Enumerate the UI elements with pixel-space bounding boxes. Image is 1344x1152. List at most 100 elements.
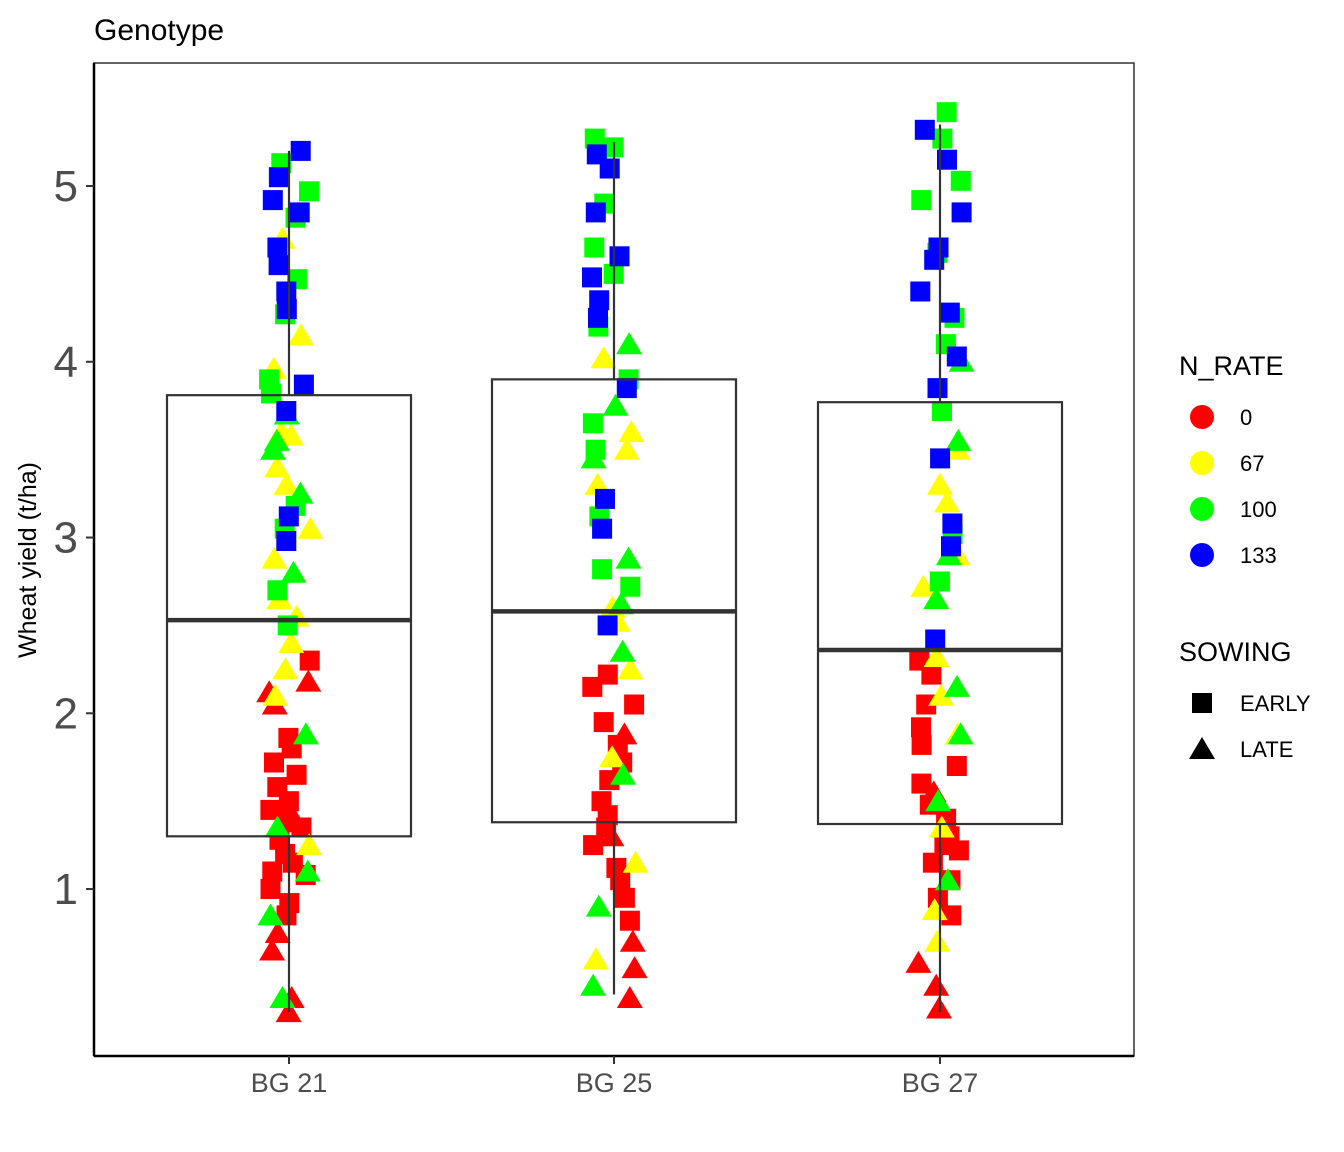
data-point-early	[927, 378, 948, 399]
data-point-late	[288, 323, 314, 346]
data-point-early	[290, 140, 311, 161]
data-point-early	[911, 773, 932, 794]
data-point-early	[950, 170, 971, 191]
data-point-late	[264, 921, 291, 943]
data-point-late	[910, 574, 937, 597]
boxes-layer	[165, 124, 1064, 1013]
legend-sowing: SOWING EARLY LATE	[1179, 637, 1311, 762]
data-point-early	[936, 102, 957, 123]
data-point-late	[272, 657, 299, 680]
data-point-late	[610, 762, 637, 785]
data-point-early	[276, 281, 297, 302]
data-point-late	[294, 859, 321, 882]
y-axis-label: Wheat yield (t/ha)	[14, 462, 42, 658]
legend-label-early: EARLY	[1240, 691, 1311, 716]
x-tick-label: BG 27	[902, 1068, 979, 1098]
data-point-late	[947, 722, 974, 745]
data-point-early	[267, 580, 288, 601]
legend-label-133: 133	[1240, 543, 1277, 568]
data-point-late	[944, 674, 970, 697]
data-point-late	[280, 560, 307, 583]
data-point-late	[599, 745, 626, 768]
legend-swatch-67	[1190, 451, 1214, 475]
data-point-late	[580, 973, 607, 996]
data-point-early	[609, 246, 630, 267]
box-body	[490, 378, 738, 824]
data-point-early	[585, 439, 606, 460]
data-point-late	[621, 956, 648, 979]
data-point-early	[589, 290, 610, 311]
data-point-early	[614, 887, 635, 908]
legend-shape-triangle	[1189, 737, 1215, 759]
legend-n-rate: N_RATE 0 67 100 133	[1179, 351, 1284, 568]
data-point-early	[582, 267, 602, 288]
data-point-early	[299, 181, 319, 202]
data-point-late	[264, 455, 291, 478]
data-point-early	[619, 910, 640, 931]
data-point-early	[911, 734, 932, 755]
data-point-early	[620, 576, 641, 597]
data-point-late	[608, 592, 635, 615]
legend-shape-square	[1192, 693, 1212, 713]
data-point-early	[911, 190, 932, 211]
data-point-early	[278, 506, 299, 527]
data-point-early	[941, 536, 961, 557]
data-point-early	[276, 401, 297, 421]
data-point-early	[932, 401, 952, 421]
x-ticks: BG 21 BG 25 BG 27	[251, 1056, 979, 1098]
data-point-early	[585, 202, 606, 223]
x-tick-label: BG 25	[576, 1068, 653, 1098]
data-point-early	[932, 128, 953, 149]
data-point-early	[624, 694, 645, 715]
data-point-early	[916, 694, 937, 715]
box-body	[165, 394, 413, 838]
data-point-early	[584, 128, 605, 149]
data-point-early	[276, 299, 297, 320]
data-point-early	[278, 727, 299, 748]
legend-sowing-title: SOWING	[1179, 637, 1292, 667]
data-point-late	[622, 850, 649, 873]
data-point-early	[259, 369, 280, 390]
data-point-late	[934, 490, 961, 513]
legend-label-late: LATE	[1240, 737, 1293, 762]
data-point-late	[598, 824, 625, 847]
data-point-early	[914, 119, 935, 140]
data-point-late	[926, 472, 953, 495]
data-point-late	[905, 950, 932, 973]
data-point-early	[909, 650, 930, 671]
data-point-early	[582, 413, 603, 434]
data-point-late	[590, 346, 617, 369]
data-point-late	[928, 683, 955, 706]
data-point-early	[592, 518, 613, 539]
data-point-early	[299, 650, 320, 671]
y-ticks: 1 2 3 4 5	[54, 162, 94, 914]
y-tick-label: 4	[54, 338, 78, 387]
data-point-early	[597, 664, 618, 685]
y-tick-label: 3	[54, 514, 78, 563]
data-point-late	[264, 815, 291, 838]
legend-swatch-133	[1190, 543, 1214, 567]
data-point-late	[261, 546, 288, 569]
data-point-early	[262, 861, 283, 882]
data-point-early	[925, 629, 946, 650]
data-point-late	[582, 947, 609, 970]
y-tick-label: 1	[54, 865, 78, 914]
data-point-late	[616, 986, 643, 1008]
data-point-early	[276, 531, 297, 551]
data-point-late	[262, 683, 289, 706]
data-point-early	[595, 488, 615, 509]
chart-title: Genotype	[94, 14, 224, 47]
data-point-late	[297, 516, 324, 539]
data-point-early	[946, 756, 967, 776]
box-body	[816, 401, 1064, 826]
data-point-early	[262, 190, 283, 211]
data-point-late	[923, 973, 950, 996]
data-point-early	[928, 237, 949, 258]
data-point-early	[588, 307, 608, 328]
data-point-early	[593, 712, 614, 733]
data-point-early	[268, 255, 289, 276]
data-point-early	[286, 764, 307, 785]
data-point-early	[592, 559, 613, 580]
data-point-early	[591, 791, 612, 812]
